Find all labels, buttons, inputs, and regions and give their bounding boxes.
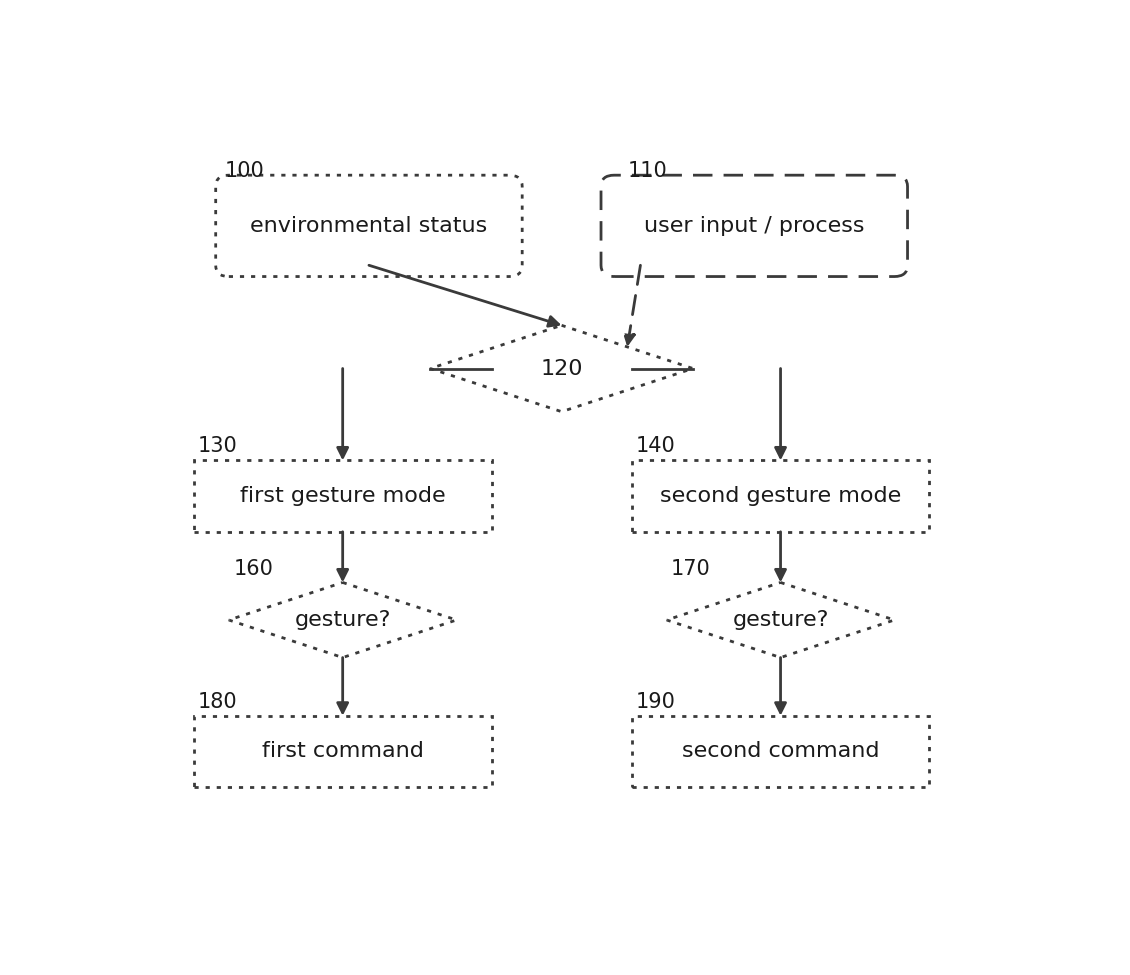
FancyBboxPatch shape	[601, 176, 907, 277]
Bar	[194, 716, 492, 787]
Text: first command: first command	[262, 741, 424, 761]
Polygon shape	[667, 582, 895, 657]
Text: user input / process: user input / process	[644, 215, 864, 236]
Bar	[632, 460, 929, 531]
FancyBboxPatch shape	[216, 176, 522, 277]
Text: gesture?: gesture?	[732, 610, 828, 630]
Bar	[194, 460, 492, 531]
Polygon shape	[228, 582, 457, 657]
Polygon shape	[431, 326, 693, 411]
Text: 190: 190	[636, 691, 676, 712]
Text: 160: 160	[233, 560, 273, 579]
Text: second gesture mode: second gesture mode	[660, 487, 901, 506]
Text: 120: 120	[540, 359, 583, 378]
Text: second command: second command	[681, 741, 879, 761]
Text: 110: 110	[627, 161, 667, 180]
Text: 180: 180	[198, 691, 237, 712]
Text: environmental status: environmental status	[251, 215, 487, 236]
Text: 130: 130	[198, 437, 238, 456]
Text: 170: 170	[671, 560, 711, 579]
Text: 140: 140	[636, 437, 676, 456]
Text: first gesture mode: first gesture mode	[240, 487, 445, 506]
Bar	[632, 716, 929, 787]
Text: 100: 100	[225, 161, 264, 180]
Text: gesture?: gesture?	[295, 610, 391, 630]
